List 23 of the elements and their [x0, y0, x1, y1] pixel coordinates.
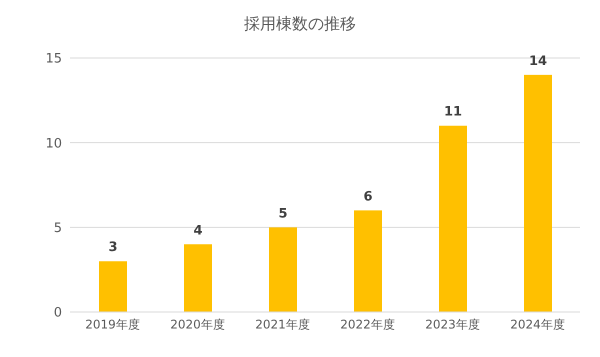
x-tick-label: 2023年度 — [425, 318, 480, 332]
bar — [269, 227, 297, 312]
data-label: 5 — [278, 206, 288, 222]
data-label: 6 — [363, 189, 373, 204]
data-label: 4 — [193, 223, 203, 238]
x-tick-label: 2024年度 — [510, 318, 565, 332]
y-tick-label: 5 — [54, 220, 62, 236]
bar — [184, 244, 212, 312]
bar — [524, 74, 552, 312]
x-tick-label: 2021年度 — [255, 318, 310, 332]
data-label: 11 — [444, 104, 462, 120]
y-tick-label: 15 — [45, 52, 62, 67]
bar — [99, 261, 127, 312]
chart-title: 採用棟数の推移 — [243, 14, 357, 35]
bar — [439, 126, 467, 312]
x-tick-label: 2022年度 — [340, 318, 395, 332]
data-label: 3 — [108, 240, 118, 256]
y-tick-label: 10 — [45, 136, 62, 152]
x-tick-label: 2020年度 — [170, 318, 225, 332]
data-label: 14 — [528, 54, 548, 69]
y-tick-label: 0 — [54, 306, 62, 321]
bar — [354, 210, 382, 312]
x-tick-label: 2019年度 — [85, 318, 140, 332]
